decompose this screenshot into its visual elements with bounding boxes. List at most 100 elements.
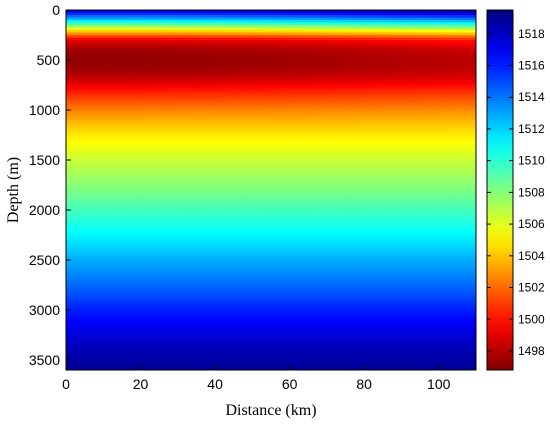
heatmap-cell bbox=[345, 120, 356, 124]
heatmap-cell bbox=[382, 127, 393, 131]
heatmap-cell bbox=[308, 237, 319, 241]
heatmap-cell bbox=[373, 75, 384, 79]
heatmap-cell bbox=[457, 50, 468, 54]
heatmap-cell bbox=[289, 290, 300, 294]
heatmap-cell bbox=[261, 135, 272, 139]
heatmap-cell bbox=[317, 272, 328, 276]
heatmap-cell bbox=[271, 190, 281, 194]
heatmap-cell bbox=[429, 155, 440, 159]
heatmap-cell bbox=[103, 25, 114, 29]
heatmap-cell bbox=[373, 262, 384, 266]
heatmap-cell bbox=[354, 90, 365, 94]
heatmap-cell bbox=[131, 115, 142, 119]
heatmap-cell bbox=[159, 247, 170, 251]
heatmap-cell bbox=[112, 205, 123, 209]
heatmap-cell bbox=[373, 55, 384, 59]
heatmap-cell bbox=[66, 242, 76, 246]
heatmap-cell bbox=[215, 212, 226, 216]
heatmap-cell bbox=[410, 105, 421, 109]
heatmap-cell bbox=[159, 50, 170, 54]
heatmap-cell bbox=[233, 12, 244, 16]
heatmap-cell bbox=[298, 75, 309, 79]
heatmap-cell bbox=[410, 135, 421, 139]
heatmap-cell bbox=[243, 110, 253, 114]
heatmap-cell bbox=[112, 177, 123, 181]
heatmap-cell bbox=[271, 90, 281, 94]
heatmap-cell bbox=[112, 267, 123, 271]
heatmap-cell bbox=[448, 107, 458, 111]
heatmap-cell bbox=[401, 137, 412, 141]
heatmap-cell bbox=[336, 212, 347, 216]
heatmap-cell bbox=[289, 202, 300, 206]
heatmap-cell bbox=[93, 102, 104, 106]
heatmap-cell bbox=[112, 100, 123, 104]
heatmap-cell bbox=[280, 202, 291, 206]
heatmap-cell bbox=[66, 52, 76, 56]
heatmap-cell bbox=[317, 222, 328, 226]
heatmap-cell bbox=[121, 292, 132, 296]
heatmap-cell bbox=[215, 147, 226, 151]
heatmap-cell bbox=[354, 200, 365, 204]
heatmap-cell bbox=[252, 177, 263, 181]
heatmap-cell bbox=[112, 160, 123, 164]
heatmap-cell bbox=[233, 115, 244, 119]
heatmap-cell bbox=[354, 282, 365, 286]
heatmap-cell bbox=[289, 77, 300, 81]
heatmap-cell bbox=[317, 242, 328, 246]
heatmap-cell bbox=[149, 112, 160, 116]
heatmap-cell bbox=[196, 160, 207, 164]
heatmap-cell bbox=[438, 42, 449, 46]
heatmap-cell bbox=[308, 225, 319, 229]
heatmap-cell bbox=[280, 150, 291, 154]
heatmap-cell bbox=[438, 215, 449, 219]
heatmap-cell bbox=[271, 290, 281, 294]
heatmap-cell bbox=[373, 162, 384, 166]
heatmap-cell bbox=[103, 20, 114, 24]
heatmap-cell bbox=[84, 105, 95, 109]
heatmap-cell bbox=[131, 220, 142, 224]
heatmap-cell bbox=[326, 180, 337, 184]
heatmap-cell bbox=[373, 205, 384, 209]
heatmap-cell bbox=[289, 112, 300, 116]
heatmap-cell bbox=[457, 40, 468, 44]
heatmap-cell bbox=[66, 125, 76, 129]
heatmap-cell bbox=[317, 252, 328, 256]
heatmap-cell bbox=[289, 277, 300, 281]
heatmap-cell bbox=[121, 230, 132, 234]
heatmap-cell bbox=[215, 255, 226, 259]
heatmap-cell bbox=[345, 245, 356, 249]
heatmap-cell bbox=[336, 77, 347, 81]
heatmap-cell bbox=[420, 230, 431, 234]
heatmap-cell bbox=[196, 207, 207, 211]
heatmap-cell bbox=[438, 155, 449, 159]
heatmap-cell bbox=[466, 250, 476, 254]
heatmap-cell bbox=[66, 267, 76, 271]
heatmap-cell bbox=[326, 87, 337, 91]
heatmap-cell bbox=[336, 122, 347, 126]
heatmap-cell bbox=[326, 220, 337, 224]
heatmap-cell bbox=[177, 272, 188, 276]
heatmap-cell bbox=[457, 62, 468, 66]
heatmap-cell bbox=[401, 227, 412, 231]
heatmap-cell bbox=[364, 285, 375, 289]
heatmap-cell bbox=[429, 212, 440, 216]
heatmap-cell bbox=[177, 35, 188, 39]
heatmap-cell bbox=[196, 105, 207, 109]
heatmap-cell bbox=[448, 195, 458, 199]
heatmap-cell bbox=[448, 30, 458, 34]
heatmap-cell bbox=[336, 287, 347, 291]
heatmap-cell bbox=[438, 70, 449, 74]
heatmap-cell bbox=[261, 205, 272, 209]
heatmap-cell bbox=[261, 250, 272, 254]
heatmap-cell bbox=[252, 217, 263, 221]
heatmap-cell bbox=[103, 277, 114, 281]
heatmap-cell bbox=[429, 272, 440, 276]
heatmap-cell bbox=[466, 142, 476, 146]
heatmap-cell bbox=[382, 222, 393, 226]
heatmap-cell bbox=[326, 97, 337, 101]
heatmap-cell bbox=[243, 252, 253, 256]
heatmap-cell bbox=[420, 67, 431, 71]
heatmap-cell bbox=[233, 52, 244, 56]
heatmap-cell bbox=[140, 85, 151, 89]
heatmap-cell bbox=[66, 97, 76, 101]
